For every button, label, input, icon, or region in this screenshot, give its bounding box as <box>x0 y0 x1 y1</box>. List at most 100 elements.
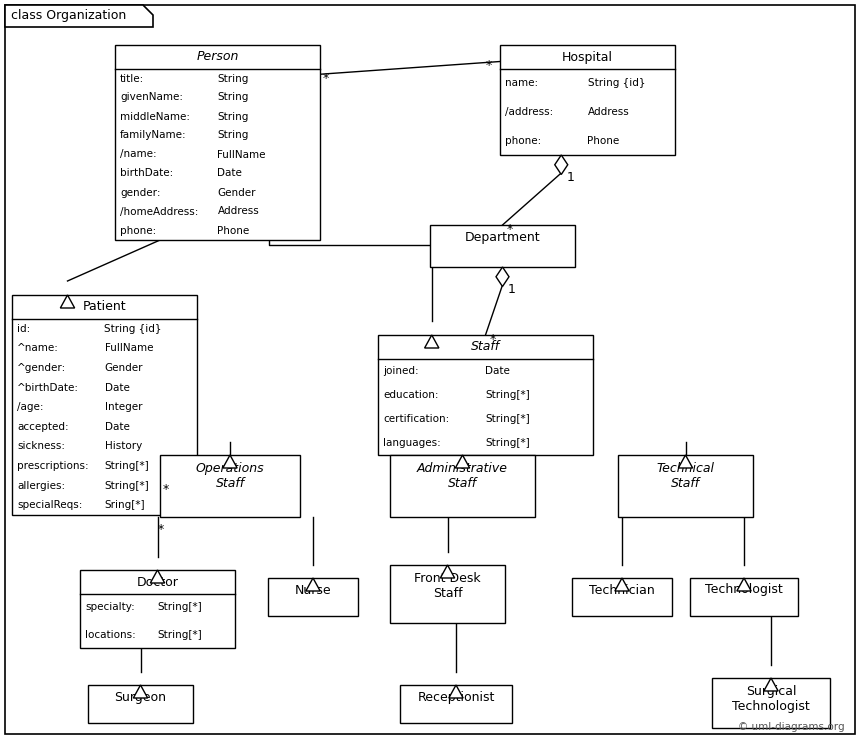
Text: Nurse: Nurse <box>295 583 331 597</box>
Bar <box>378 335 593 455</box>
Polygon shape <box>440 565 455 578</box>
Text: Phone: Phone <box>218 226 249 235</box>
Text: String: String <box>218 93 249 102</box>
Text: Administrative
Staff: Administrative Staff <box>417 462 508 490</box>
Polygon shape <box>555 155 568 175</box>
Text: Staff: Staff <box>471 341 500 353</box>
Text: *: * <box>486 60 492 72</box>
Text: phone:: phone: <box>505 136 541 146</box>
Bar <box>430 225 575 267</box>
Text: /address:: /address: <box>505 107 553 117</box>
Text: languages:: languages: <box>383 438 440 448</box>
Text: ^birthDate:: ^birthDate: <box>17 382 79 393</box>
Text: /homeAddress:: /homeAddress: <box>120 206 199 217</box>
Text: Surgeon: Surgeon <box>114 690 167 704</box>
Polygon shape <box>764 678 778 691</box>
Bar <box>160 455 300 517</box>
Text: id:: id: <box>17 323 30 334</box>
Text: Gender: Gender <box>105 363 143 373</box>
Text: Address: Address <box>587 107 630 117</box>
Text: *: * <box>163 483 169 496</box>
Bar <box>690 578 798 616</box>
Text: /age:: /age: <box>17 402 44 412</box>
Bar <box>115 45 320 240</box>
Bar <box>618 455 753 517</box>
Text: sickness:: sickness: <box>17 441 65 451</box>
Text: *: * <box>157 523 163 536</box>
Text: Technical
Staff: Technical Staff <box>656 462 715 490</box>
Text: *: * <box>489 333 495 346</box>
Text: 1: 1 <box>566 171 574 184</box>
Text: Date: Date <box>486 366 510 376</box>
Text: 1: 1 <box>507 283 515 296</box>
Text: Front Desk
Staff: Front Desk Staff <box>415 572 481 600</box>
Text: familyName:: familyName: <box>120 131 187 140</box>
Polygon shape <box>425 335 439 348</box>
Polygon shape <box>306 578 320 591</box>
Bar <box>390 565 505 623</box>
Text: String[*]: String[*] <box>105 480 150 491</box>
Text: Person: Person <box>196 51 239 63</box>
Text: Gender: Gender <box>218 187 256 197</box>
Bar <box>12 295 197 515</box>
Text: joined:: joined: <box>383 366 419 376</box>
Bar <box>500 45 675 155</box>
Polygon shape <box>615 578 630 591</box>
Bar <box>390 455 535 517</box>
Text: Receptionist: Receptionist <box>417 690 494 704</box>
Text: FullName: FullName <box>218 149 266 160</box>
Text: Patient: Patient <box>83 300 126 314</box>
Text: locations:: locations: <box>85 630 136 639</box>
Text: History: History <box>105 441 142 451</box>
Polygon shape <box>5 5 153 27</box>
Text: education:: education: <box>383 390 439 400</box>
Text: /name:: /name: <box>120 149 157 160</box>
Text: String[*]: String[*] <box>157 630 202 639</box>
Text: Date: Date <box>218 169 243 179</box>
Text: phone:: phone: <box>120 226 157 235</box>
Text: Hospital: Hospital <box>562 51 613 63</box>
Text: certification:: certification: <box>383 414 449 424</box>
Polygon shape <box>60 295 75 308</box>
Bar <box>572 578 672 616</box>
Text: class Organization: class Organization <box>11 10 126 22</box>
Text: Date: Date <box>105 422 129 432</box>
Text: allergies:: allergies: <box>17 480 65 491</box>
Text: String[*]: String[*] <box>486 414 531 424</box>
Polygon shape <box>496 267 509 287</box>
Text: Technologist: Technologist <box>705 583 783 597</box>
Text: givenName:: givenName: <box>120 93 183 102</box>
Bar <box>80 570 235 648</box>
Text: prescriptions:: prescriptions: <box>17 461 89 471</box>
Text: String {id}: String {id} <box>587 78 645 88</box>
Text: String[*]: String[*] <box>105 461 150 471</box>
Text: © uml-diagrams.org: © uml-diagrams.org <box>739 722 845 732</box>
Polygon shape <box>679 455 692 468</box>
Text: Doctor: Doctor <box>137 575 178 589</box>
Text: Technician: Technician <box>589 583 654 597</box>
Polygon shape <box>449 685 464 698</box>
Text: accepted:: accepted: <box>17 422 69 432</box>
Bar <box>88 685 193 723</box>
Polygon shape <box>455 455 470 468</box>
Text: Integer: Integer <box>105 402 142 412</box>
Text: ^gender:: ^gender: <box>17 363 66 373</box>
Polygon shape <box>737 578 751 591</box>
Text: String[*]: String[*] <box>157 603 202 613</box>
Text: name:: name: <box>505 78 538 88</box>
Text: Phone: Phone <box>587 136 620 146</box>
Bar <box>400 685 512 723</box>
Text: String {id}: String {id} <box>105 323 162 334</box>
Text: Surgical
Technologist: Surgical Technologist <box>732 685 810 713</box>
Polygon shape <box>223 455 237 468</box>
Text: Address: Address <box>218 206 259 217</box>
Bar <box>712 678 830 728</box>
Text: String[*]: String[*] <box>486 390 531 400</box>
Text: *: * <box>323 72 329 85</box>
Text: gender:: gender: <box>120 187 161 197</box>
Text: String[*]: String[*] <box>486 438 531 448</box>
Text: String: String <box>218 131 249 140</box>
Text: Sring[*]: Sring[*] <box>105 500 145 510</box>
Text: Department: Department <box>464 231 540 244</box>
Text: Operations
Staff: Operations Staff <box>196 462 264 490</box>
